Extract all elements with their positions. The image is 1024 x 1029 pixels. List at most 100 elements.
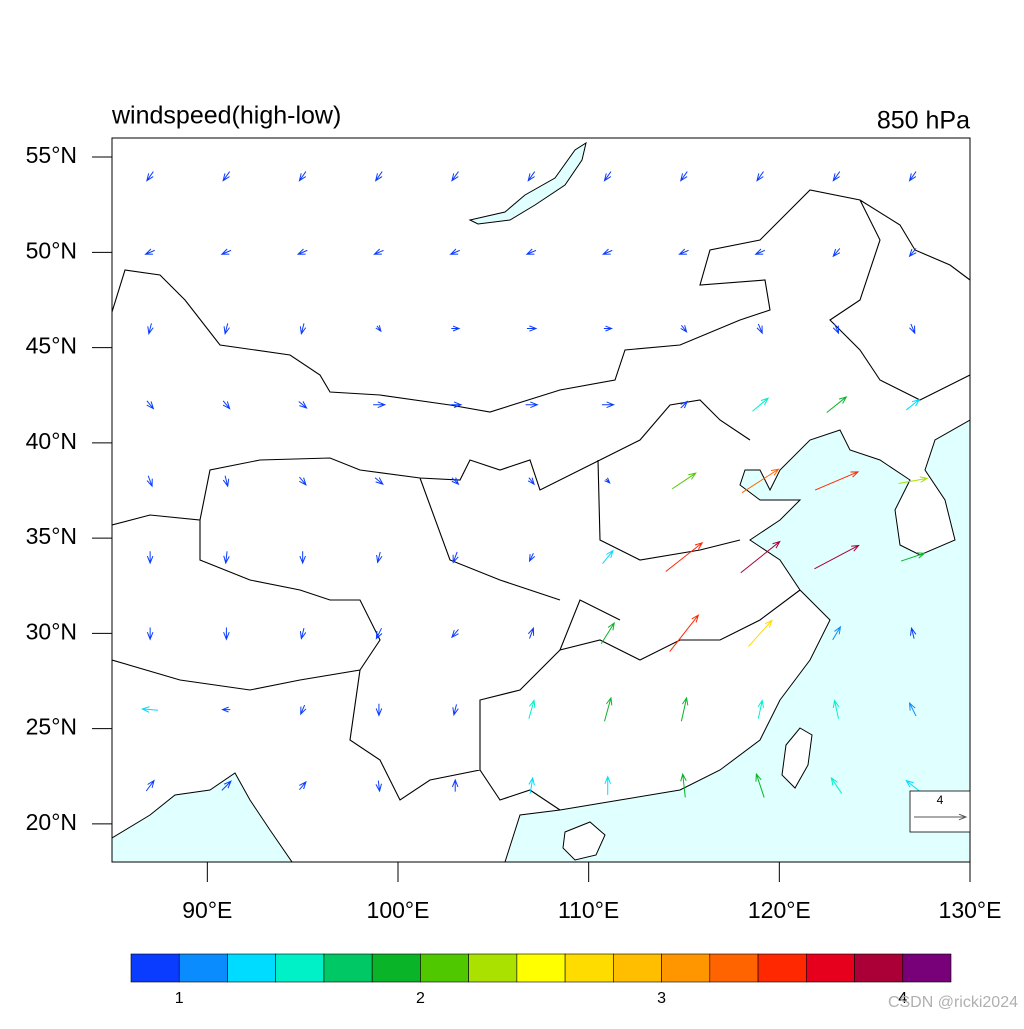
wind-vector: [374, 477, 384, 486]
wind-vector: [602, 549, 614, 564]
watermark: CSDN @ricki2024: [888, 994, 1018, 1011]
wind-vector: [680, 772, 687, 798]
wind-vector: [146, 400, 155, 410]
wind-vector: [814, 544, 860, 570]
x-tick-label: 90°E: [182, 897, 232, 923]
wind-vector: [832, 248, 841, 258]
x-tick-label: 120°E: [748, 897, 811, 923]
wind-vector: [221, 706, 231, 713]
reference-vector-label: 4: [937, 793, 944, 807]
colorbar-label: 4: [898, 990, 907, 1007]
wind-vector: [451, 171, 459, 182]
wind-vector: [296, 248, 308, 255]
wind-vector: [375, 325, 382, 333]
colorbar-swatch: [371, 953, 421, 983]
border: [112, 189, 970, 811]
wind-vector: [527, 626, 535, 639]
wind-vector: [908, 171, 917, 182]
wind-vector: [604, 696, 613, 722]
wind-vector: [525, 401, 539, 409]
colorbar-swatch: [854, 953, 904, 983]
wind-vector: [830, 776, 843, 794]
wind-vector: [601, 248, 613, 255]
wind-vector: [527, 171, 536, 182]
wind-vector: [601, 401, 615, 409]
wind-vector: [600, 621, 615, 645]
colorbar-swatch: [661, 953, 711, 983]
x-tick-label: 100°E: [367, 897, 430, 923]
reference-vector-box: [909, 790, 971, 833]
lake-baikal: [468, 141, 587, 225]
wind-vector: [298, 171, 307, 182]
wind-vector: [375, 780, 382, 793]
wind-vector: [298, 401, 308, 409]
wind-vector: [374, 171, 383, 182]
wind-vector: [222, 400, 231, 410]
wind-vector: [604, 477, 611, 484]
wind-vector: [221, 780, 232, 791]
wind-vector: [144, 248, 155, 255]
wind-vector: [603, 171, 612, 182]
wind-vector: [223, 627, 230, 641]
wind-vector: [146, 627, 154, 641]
y-tick-label: 35°N: [26, 523, 77, 549]
colorbar-swatch: [275, 953, 325, 983]
hainan: [562, 821, 606, 861]
colorbar-swatch: [227, 953, 277, 983]
wind-vector: [300, 704, 307, 716]
colorbar-swatch: [902, 953, 952, 983]
wind-vector: [526, 325, 538, 332]
wind-vector: [680, 696, 689, 722]
map-title: windspeed(high-low): [111, 102, 341, 130]
wind-vector: [740, 540, 781, 574]
wind-vector: [299, 476, 307, 486]
wind-vector: [680, 400, 689, 409]
wind-vector: [757, 699, 764, 719]
bay-of-bengal: [112, 772, 293, 862]
wind-vector: [146, 551, 154, 565]
wind-vector: [376, 551, 383, 564]
wind-vector: [755, 772, 765, 798]
wind-vector: [299, 780, 307, 791]
colorbar-swatch: [323, 953, 373, 983]
colorbar-swatch: [420, 953, 469, 983]
wind-vector: [672, 472, 697, 490]
wind-vector: [832, 171, 841, 182]
wind-vector: [826, 396, 848, 413]
y-tick-label: 30°N: [26, 618, 77, 644]
wind-vector: [299, 551, 306, 565]
vector-field: [140, 171, 929, 798]
wind-vector: [908, 701, 917, 717]
wind-vector: [299, 628, 307, 640]
axes: 90°E 100°E 110°E 120°E 130°E 20°N 25°N 30°N 35°N…: [26, 142, 1002, 923]
wind-vector: [452, 551, 459, 564]
map-frame: [111, 137, 971, 863]
basemap: [112, 141, 970, 862]
wind-vector: [299, 323, 307, 336]
colorbar-swatch: [130, 953, 180, 983]
wind-vector: [525, 248, 537, 255]
wind-vector: [375, 703, 383, 717]
wind-vector: [223, 551, 230, 565]
y-tick-label: 50°N: [26, 237, 77, 263]
wind-vector: [145, 779, 155, 792]
wind-vector: [449, 401, 463, 409]
wind-vector: [528, 699, 536, 719]
wind-vector: [680, 324, 688, 333]
wind-vector: [665, 542, 704, 572]
wind-vector: [147, 323, 154, 336]
colorbar-swatch: [757, 953, 807, 983]
wind-vector: [146, 171, 154, 182]
y-tick-label: 40°N: [26, 428, 77, 454]
wind-vector: [679, 171, 688, 182]
colorbar-swatch: [468, 953, 518, 983]
colorbar-swatch: [564, 953, 614, 983]
wind-vector: [669, 614, 700, 652]
wind-vector: [754, 248, 766, 255]
wind-vector: [909, 626, 917, 639]
wind-vector: [375, 627, 383, 640]
wind-vector: [908, 248, 917, 258]
colorbar: 1 2 3 4: [130, 953, 952, 1007]
wind-vector: [222, 475, 230, 488]
